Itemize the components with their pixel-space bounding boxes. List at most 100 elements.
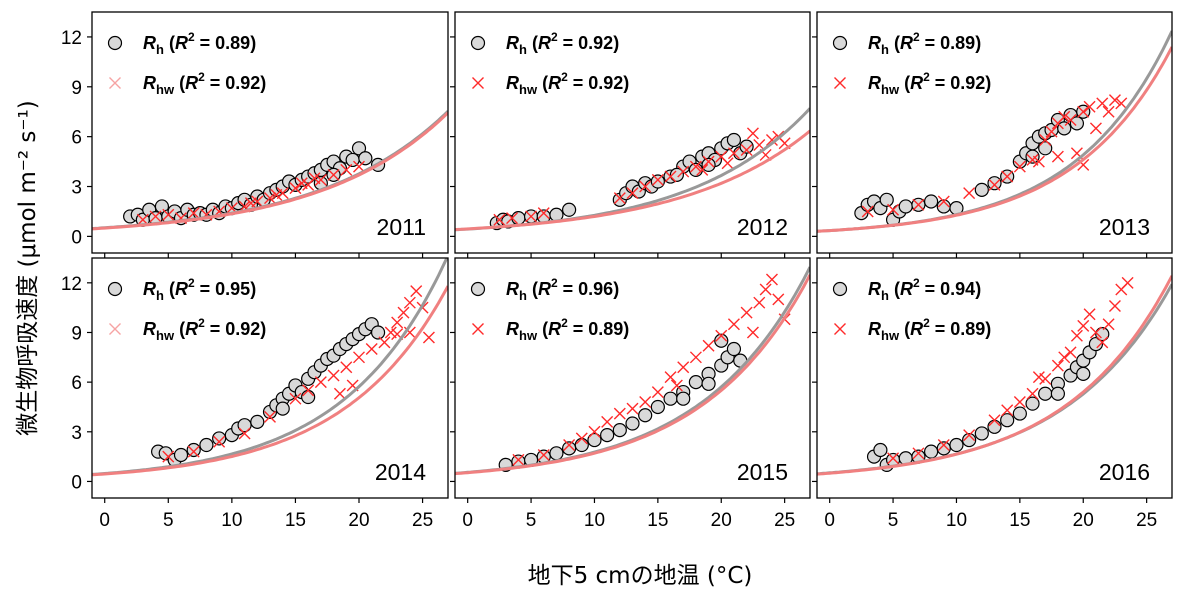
legend-r2-value: = 0.95) (195, 279, 257, 299)
x-tick-label: 5 (163, 510, 174, 531)
legend-rh-label: Rh (R2 = 0.89) (868, 30, 981, 57)
y-tick-label: 9 (71, 323, 82, 344)
rhw-point (1013, 160, 1026, 173)
rhw-point (715, 329, 728, 342)
legend-r: R (910, 319, 923, 339)
rh-point (600, 428, 615, 443)
legend-r2-value: = 0.96) (558, 279, 620, 299)
legend-r2-value: = 0.89) (568, 319, 630, 339)
rh-point (275, 401, 290, 416)
legend-rhw-marker (472, 77, 484, 89)
panel-frame (91, 257, 449, 499)
rh-point (250, 414, 265, 429)
panel-year-label: 2011 (377, 214, 426, 240)
rhw-point (295, 177, 308, 190)
rhw-point (537, 207, 550, 220)
legend-r2-value: = 0.92) (205, 73, 267, 93)
rh-point (1050, 386, 1065, 401)
rh-point (739, 139, 754, 154)
rh-point (562, 441, 577, 456)
x-tick-label: 25 (774, 510, 795, 531)
legend-paren: ( (537, 73, 548, 93)
legend-superscript: 2 (923, 70, 930, 84)
rh-point (974, 182, 989, 197)
legend-paren: ( (174, 73, 185, 93)
rhw-point (391, 316, 404, 329)
rh-point (726, 341, 742, 357)
rhw-point (588, 425, 601, 438)
legend-r2-value: = 0.92) (205, 319, 267, 339)
rhw-point (327, 168, 340, 181)
rh-point (701, 157, 716, 173)
legend-rh-label: Rh (R2 = 0.96) (506, 276, 619, 303)
rhw-point (651, 386, 664, 399)
rhw-point (721, 157, 734, 170)
legend-r: R (538, 279, 551, 299)
rhw-point (702, 339, 715, 352)
x-tick-label: 5 (888, 510, 899, 531)
legend-symbol: R (143, 279, 156, 299)
legend-subscript: hw (156, 328, 175, 343)
rhw-point (1032, 155, 1045, 168)
rhw-point (187, 207, 200, 220)
rhw-point (289, 392, 302, 405)
rhw-point (746, 326, 759, 339)
rhw-point (1051, 359, 1064, 372)
legend-symbol: R (143, 73, 156, 93)
y-tick-label: 3 (71, 423, 82, 444)
rhw-point (575, 432, 588, 445)
rhw-point (563, 439, 576, 452)
rhw-point (639, 396, 652, 408)
legend-subscript: hw (156, 82, 175, 97)
panel-frame (91, 11, 449, 254)
rh-point (726, 132, 742, 148)
legend-rh-label: Rh (R2 = 0.94) (868, 276, 981, 303)
rh-point (1012, 406, 1027, 421)
legend-r: R (900, 279, 913, 299)
legend-r: R (185, 319, 198, 339)
x-tick-label: 10 (221, 510, 242, 531)
rhw-point (1064, 346, 1077, 359)
rhw-point (537, 448, 550, 461)
rhw-point (1077, 319, 1090, 332)
rh-point (873, 442, 888, 458)
rhw-point (493, 213, 506, 226)
rhw-point (314, 376, 327, 389)
legend-r2-value: = 0.92) (568, 73, 630, 93)
rhw-point (727, 318, 740, 331)
x-tick-label: 10 (946, 510, 967, 531)
rh-fit-curve (455, 107, 810, 232)
plot-area (455, 266, 810, 476)
rhw-point (1070, 329, 1083, 342)
rh-point (936, 441, 951, 456)
rh-point (1025, 396, 1040, 411)
legend-subscript: hw (881, 328, 900, 343)
legend-superscript: 2 (913, 276, 920, 290)
rh-point (549, 446, 564, 461)
legend-r: R (910, 73, 923, 93)
legend-rhw-marker (834, 323, 846, 335)
rhw-point (861, 205, 874, 218)
rh-point (154, 199, 170, 214)
x-tick-label: 25 (1136, 510, 1157, 531)
rh-point (987, 419, 1002, 434)
legend-rhw-label: Rhw (R2 = 0.92) (143, 70, 266, 97)
legend-rhw-label: Rhw (R2 = 0.89) (868, 316, 991, 343)
rhw-point (988, 414, 1001, 427)
legend-subscript: hw (519, 328, 538, 343)
rhw-fit-curve (817, 275, 1172, 476)
legend-symbol: R (143, 33, 156, 53)
x-tick-label: 15 (285, 510, 306, 531)
legend-symbol: R (868, 33, 881, 53)
rhw-point (937, 195, 950, 208)
legend-rh-marker (832, 281, 848, 297)
rhw-point (626, 402, 639, 415)
legend-superscript: 2 (551, 276, 558, 290)
rhw-point (149, 210, 162, 223)
legend-r2-value: = 0.94) (920, 279, 982, 299)
rh-point (612, 423, 627, 438)
legend-r2-value: = 0.89) (920, 33, 982, 53)
